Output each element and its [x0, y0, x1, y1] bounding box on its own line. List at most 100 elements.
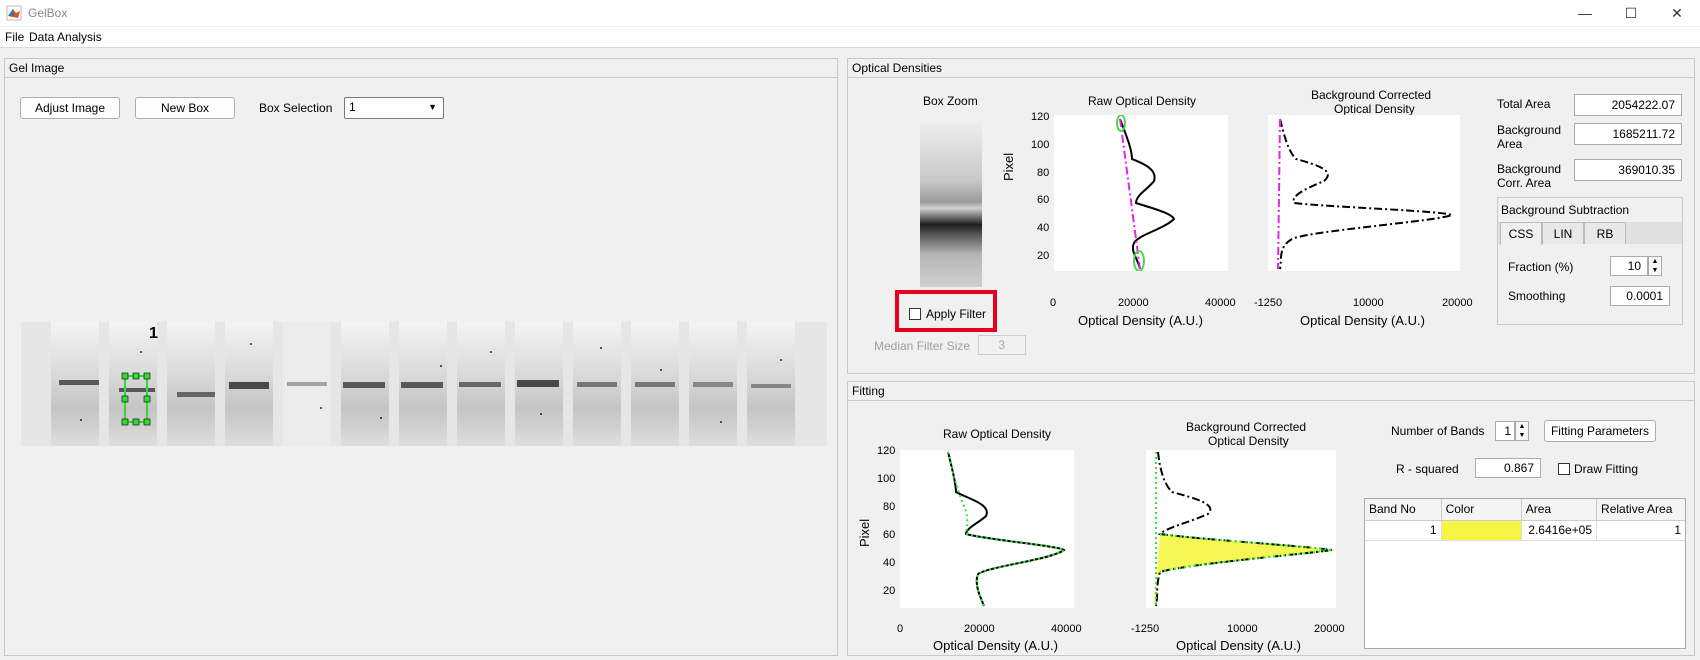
bg-area-label-1: Background [1497, 123, 1562, 137]
apply-filter-highlight [895, 290, 997, 332]
box-selection-dropdown[interactable]: 1 ▼ [344, 97, 444, 119]
bg-subtraction-group: Background Subtraction CSS LIN RB Fracti… [1497, 197, 1683, 325]
bg-area-field[interactable]: 1685211.72 [1574, 123, 1682, 145]
band-no-cell: 1 [1365, 520, 1442, 541]
tick-label: -1250 [1254, 297, 1283, 309]
box-zoom-image [920, 123, 982, 287]
num-bands-spinner[interactable]: ▲ ▼ [1515, 421, 1529, 441]
apply-filter-label: Apply Filter [926, 307, 987, 321]
raw-od-xlabel: Optical Density (A.U.) [1078, 313, 1203, 328]
fit-raw-xlabel: Optical Density (A.U.) [933, 638, 1058, 653]
tick-label: 120 [1031, 111, 1050, 123]
tick-label: 60 [883, 529, 896, 541]
box-selection-label: Box Selection [259, 101, 333, 115]
fraction-spinner[interactable]: ▲ ▼ [1648, 256, 1662, 276]
fit-bc-title-1: Background Corrected [1186, 420, 1307, 434]
draw-fitting-label: Draw Fitting [1574, 462, 1639, 476]
fit-bc-title-2: Optical Density [1208, 434, 1289, 448]
tick-label: 20000 [1442, 297, 1473, 309]
band-relative-area-cell: 1 [1596, 520, 1685, 541]
draw-fitting-checkbox[interactable] [1558, 463, 1570, 475]
tick-label: 20000 [1118, 297, 1149, 309]
r-squared-label: R - squared [1396, 462, 1459, 476]
r-squared-field[interactable]: 0.867 [1475, 458, 1541, 478]
tick-label: 20 [883, 585, 896, 597]
tick-label: 100 [1031, 139, 1050, 151]
smoothing-label: Smoothing [1508, 289, 1566, 303]
gel-image [21, 322, 827, 446]
tab-css[interactable]: CSS [1500, 222, 1542, 245]
total-area-field[interactable]: 2054222.07 [1574, 94, 1682, 116]
tick-label: -1250 [1131, 623, 1160, 635]
menu-data-analysis[interactable]: Data Analysis [29, 30, 102, 44]
box-zoom-title: Box Zoom [923, 94, 978, 108]
bc-od-plot [1268, 115, 1460, 271]
bg-subtraction-title: Background Subtraction [1501, 203, 1630, 217]
fit-raw-plot [900, 450, 1074, 608]
tab-rb[interactable]: RB [1584, 222, 1626, 244]
bands-table: Band No Color Area Relative Area 1 2.641… [1364, 498, 1686, 649]
close-button[interactable]: ✕ [1671, 4, 1683, 21]
tick-label: 40 [1037, 222, 1050, 234]
new-box-button[interactable]: New Box [135, 97, 235, 119]
tick-label: 40 [883, 557, 896, 569]
bc-od-xlabel: Optical Density (A.U.) [1300, 313, 1425, 328]
total-area-label: Total Area [1497, 97, 1551, 111]
fitting-parameters-button[interactable]: Fitting Parameters [1544, 420, 1656, 442]
tick-label: 80 [1037, 167, 1050, 179]
table-header[interactable]: Relative Area [1596, 499, 1685, 521]
tab-lin[interactable]: LIN [1542, 222, 1584, 244]
box-selection-value: 1 [349, 100, 356, 114]
fit-bc-plot [1146, 450, 1336, 610]
optical-densities-panel: Optical Densities Box Zoom Apply Filter … [847, 58, 1695, 374]
raw-od-plot [1054, 114, 1228, 272]
fit-raw-title: Raw Optical Density [943, 427, 1052, 441]
gel-image-panel: Gel Image Adjust Image New Box Box Selec… [4, 58, 838, 656]
tick-label: 20 [1037, 250, 1050, 262]
bgc-area-label-1: Background [1497, 162, 1562, 176]
table-row[interactable]: 1 2.6416e+05 1 [1365, 520, 1685, 541]
band-area-cell: 2.6416e+05 [1521, 520, 1598, 541]
fraction-label: Fraction (%) [1508, 260, 1574, 274]
tick-label: 20000 [1314, 623, 1345, 635]
title-bar: GelBox — ☐ ✕ [0, 0, 1700, 26]
box-number-label: 1 [149, 325, 158, 342]
tick-label: 0 [897, 623, 904, 635]
tick-label: 120 [877, 445, 896, 457]
chevron-down-icon: ▼ [428, 102, 437, 112]
tick-label: 0 [1050, 297, 1057, 309]
median-filter-label: Median Filter Size [874, 339, 971, 353]
fit-bc-xlabel: Optical Density (A.U.) [1176, 638, 1301, 653]
median-filter-field[interactable]: 3 [978, 335, 1026, 355]
raw-od-title: Raw Optical Density [1088, 94, 1197, 108]
bgc-area-label-2: Corr. Area [1497, 176, 1552, 190]
fit-raw-ylabel: Pixel [857, 518, 872, 547]
smoothing-field[interactable]: 0.0001 [1610, 286, 1670, 306]
menu-file[interactable]: File [5, 30, 25, 44]
fitting-panel: Fitting Raw Optical Density 120 100 80 6… [847, 381, 1695, 656]
tick-label: 100 [877, 473, 896, 485]
num-bands-field[interactable]: 1 [1495, 421, 1515, 441]
apply-filter-checkbox[interactable] [909, 308, 921, 320]
num-bands-label: Number of Bands [1391, 424, 1485, 438]
table-header[interactable]: Band No [1365, 499, 1442, 521]
fitting-panel-title: Fitting [848, 382, 1694, 401]
tick-label: 80 [883, 501, 896, 513]
bg-area-label-2: Area [1497, 137, 1523, 151]
tick-label: 60 [1037, 194, 1050, 206]
tick-label: 20000 [964, 623, 995, 635]
minimize-button[interactable]: — [1578, 5, 1592, 21]
adjust-image-button[interactable]: Adjust Image [20, 97, 120, 119]
tick-label: 10000 [1227, 623, 1258, 635]
gel-image-panel-title: Gel Image [5, 59, 837, 78]
raw-od-ylabel: Pixel [1001, 152, 1016, 181]
band-color-cell[interactable] [1441, 520, 1522, 541]
table-header[interactable]: Color [1441, 499, 1522, 521]
table-header[interactable]: Area [1521, 499, 1598, 521]
window-title: GelBox [28, 6, 68, 20]
maximize-button[interactable]: ☐ [1624, 4, 1638, 21]
fraction-field[interactable]: 10 [1610, 256, 1648, 276]
menu-bar: File Data Analysis [0, 27, 1700, 48]
matlab-logo-icon [6, 5, 22, 21]
bgc-area-field[interactable]: 369010.35 [1574, 159, 1682, 181]
